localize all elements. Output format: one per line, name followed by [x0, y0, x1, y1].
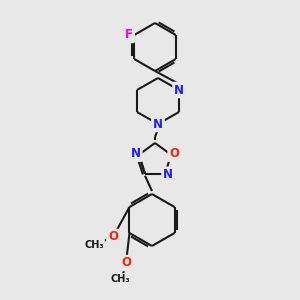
Text: O: O	[121, 256, 131, 269]
Text: O: O	[108, 230, 118, 244]
Text: N: N	[131, 147, 141, 160]
Text: N: N	[153, 118, 163, 130]
Text: F: F	[125, 28, 133, 41]
Text: N: N	[174, 83, 184, 97]
Text: O: O	[169, 147, 179, 160]
Text: CH₃: CH₃	[110, 274, 130, 284]
Text: N: N	[163, 168, 173, 181]
Text: CH₃: CH₃	[84, 240, 104, 250]
